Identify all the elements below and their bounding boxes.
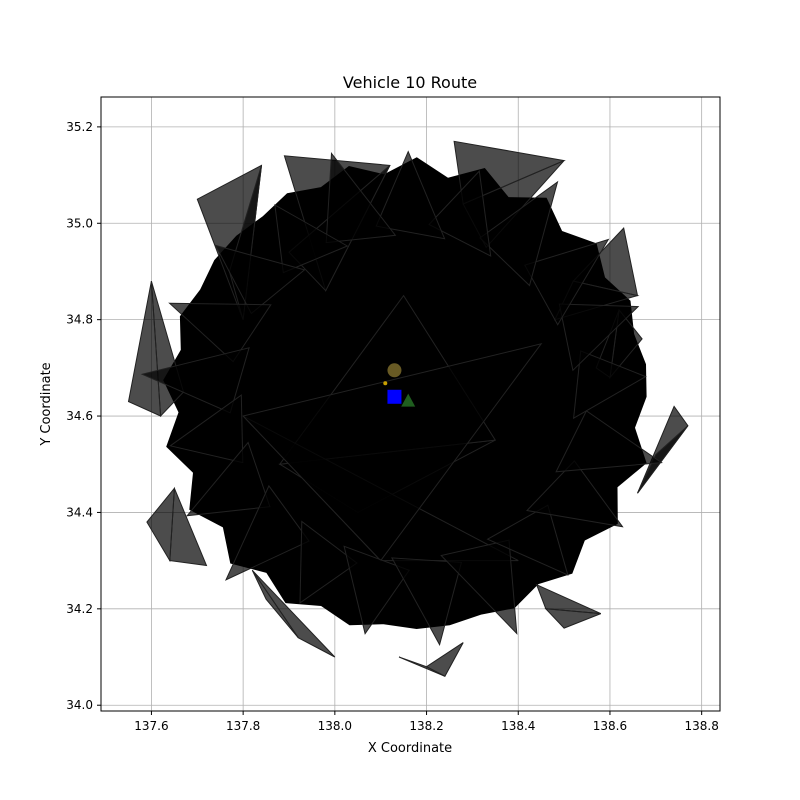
route-triangle xyxy=(425,642,464,677)
route-triangle xyxy=(428,169,492,257)
y-tick-label: 34.4 xyxy=(66,505,93,519)
y-tick-label: 34.6 xyxy=(66,409,93,423)
route-triangle xyxy=(186,441,271,517)
route-triangle xyxy=(375,150,446,240)
route-triangle xyxy=(558,303,640,372)
chart-title: Vehicle 10 Route xyxy=(343,73,477,92)
x-axis-ticks: 137.6 137.8 138.0 138.2 138.4 138.6 138.8 xyxy=(134,711,719,733)
route-triangle xyxy=(214,244,306,315)
route-triangle xyxy=(274,204,349,274)
plot-frame xyxy=(100,96,721,712)
y-tick-label: 34.2 xyxy=(66,602,93,616)
route-triangle xyxy=(251,569,336,658)
route-markers xyxy=(383,363,416,407)
y-tick-label: 35.0 xyxy=(66,216,93,230)
x-tick-label: 138.0 xyxy=(318,719,352,733)
x-tick-label: 138.2 xyxy=(409,719,443,733)
route-triangle xyxy=(391,557,463,647)
route-triangle xyxy=(224,484,310,581)
route-triangle xyxy=(486,504,569,576)
route-triangle xyxy=(525,460,624,528)
route-triangle xyxy=(637,425,689,494)
route-triangle xyxy=(343,545,410,635)
x-tick-label: 137.8 xyxy=(226,719,260,733)
route-triangle xyxy=(242,342,543,562)
route-triangle xyxy=(555,410,663,473)
y-tick-label: 35.2 xyxy=(66,120,93,134)
triangle-marker xyxy=(401,393,416,407)
x-axis-label: X Coordinate xyxy=(368,741,452,756)
route-triangle xyxy=(299,520,358,604)
y-axis-label: Y Coordinate xyxy=(39,362,54,446)
y-tick-label: 34.8 xyxy=(66,313,93,327)
x-tick-label: 137.6 xyxy=(134,719,168,733)
route-triangle xyxy=(479,180,559,287)
route-triangle xyxy=(440,539,518,635)
circle-marker xyxy=(387,363,402,378)
route-triangle xyxy=(535,583,602,615)
route-triangle xyxy=(168,302,272,363)
x-tick-label: 138.4 xyxy=(501,719,535,733)
route-triangle xyxy=(169,394,244,464)
route-triangle xyxy=(325,152,397,244)
y-tick-label: 34.0 xyxy=(66,698,93,712)
star-marker xyxy=(383,381,388,386)
x-tick-label: 138.6 xyxy=(593,719,627,733)
square-marker xyxy=(387,389,402,404)
y-axis-ticks: 34.0 34.2 34.4 34.6 34.8 35.0 35.2 xyxy=(66,120,101,712)
route-triangle xyxy=(140,347,250,414)
route-triangle xyxy=(524,238,610,326)
route-triangle xyxy=(572,350,647,420)
route-triangles xyxy=(127,140,689,677)
x-tick-label: 138.8 xyxy=(684,719,718,733)
route-triangle xyxy=(169,488,208,567)
